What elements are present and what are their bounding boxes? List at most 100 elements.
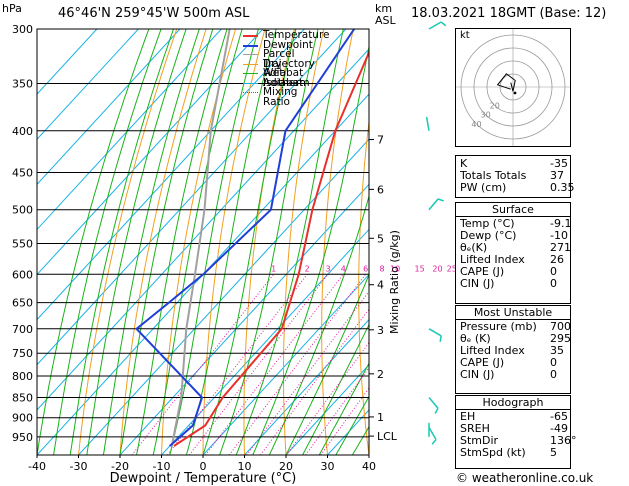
unstable-row: CIN (J) 0 xyxy=(456,369,570,381)
wind-barb xyxy=(428,198,439,211)
index-value: -35 xyxy=(550,157,568,170)
legend-label: Temperature xyxy=(263,29,330,41)
index-label: Pressure (mb) xyxy=(460,320,537,333)
temperature-tick-label: 40 xyxy=(362,460,376,473)
legend-label: Parcel Trajectory xyxy=(263,48,315,70)
index-value: 35 xyxy=(550,344,564,357)
index-label: Lifted Index xyxy=(460,344,525,357)
wind-barb-flag xyxy=(440,21,447,27)
index-label: CIN (J) xyxy=(460,277,495,290)
index-value: 37 xyxy=(550,169,564,182)
legend-swatch xyxy=(243,92,258,93)
temperature-tick-label: 30 xyxy=(321,460,335,473)
most-unstable-title: Most Unstable xyxy=(473,306,553,319)
temperature-tick-label: -40 xyxy=(28,460,46,473)
index-label: StmSpd (kt) xyxy=(460,446,526,459)
legend-swatch xyxy=(243,82,258,84)
unstable-row: Pressure (mb) 700 xyxy=(456,320,571,333)
index-label: K xyxy=(460,157,468,170)
pressure-tick-label: 450 xyxy=(12,166,33,179)
isotherm-line xyxy=(37,93,369,455)
altitude-km-label: 6 xyxy=(377,183,384,196)
surface-row: CIN (J) 0 xyxy=(456,278,570,290)
altitude-km-label: 4 xyxy=(377,279,384,292)
mixing-ratio-line xyxy=(305,366,369,455)
pressure-tick-label: 750 xyxy=(12,347,33,360)
wind-barb xyxy=(428,427,437,440)
mixing-ratio-label: 10 xyxy=(390,264,400,273)
datetime-title: 18.03.2021 18GMT (Base: 12) xyxy=(411,6,607,21)
index-label: CIN (J) xyxy=(460,368,495,381)
altitude-km-label: 1 xyxy=(377,411,384,424)
hodo-row: EH -65 xyxy=(456,411,570,423)
pressure-tick-label: 900 xyxy=(12,412,33,425)
isotherm-line xyxy=(37,29,264,276)
isotherm-line xyxy=(244,318,369,455)
hodo-row: StmDir 136° xyxy=(456,435,577,447)
temperature-line xyxy=(173,49,369,447)
wet-adiabat-line xyxy=(302,323,369,455)
storm-motion-marker xyxy=(513,91,517,95)
pressure-tick-label: 350 xyxy=(12,78,33,91)
index-value: 0 xyxy=(550,277,557,290)
mixing-ratio-label: 25 xyxy=(447,264,457,273)
asl-unit-label: ASL xyxy=(375,14,396,27)
unstable-row: CAPE (J) 0 xyxy=(456,357,570,369)
mixing-ratio-label: 2 xyxy=(305,264,310,273)
legend-label: Isotherm xyxy=(263,76,310,89)
legend-swatch xyxy=(243,54,258,55)
index-row-pw: PW (cm) 0.35 xyxy=(456,182,575,194)
isotherm-line xyxy=(37,29,139,140)
index-value: 0 xyxy=(550,368,557,381)
index-label: θₑ (K) xyxy=(460,332,491,345)
index-value: 26 xyxy=(550,253,564,266)
mixing-ratio-label: 15 xyxy=(414,264,424,273)
mixing-ratio-line xyxy=(228,273,366,455)
index-value: -10 xyxy=(550,229,568,242)
wind-barb xyxy=(428,397,439,409)
isotherm-line xyxy=(285,364,369,455)
index-value: 295 xyxy=(550,332,571,345)
index-value: 136° xyxy=(550,434,577,447)
mixing-ratio-label: 20 xyxy=(432,264,442,273)
surface-title: Surface xyxy=(492,203,534,216)
legend-label: Dewpoint xyxy=(263,38,313,51)
dry-adiabat-line xyxy=(429,29,452,455)
isotherm-line xyxy=(78,138,369,455)
hodograph-ring-label: 20 xyxy=(490,101,500,110)
wind-barb xyxy=(425,116,430,131)
pressure-tick-label: 950 xyxy=(12,431,33,444)
unstable-row: Lifted Index 35 xyxy=(456,345,570,357)
indices-top-box: K -35 Totals Totals 37 PW (cm) 0.35 xyxy=(455,155,575,198)
index-label: CAPE (J) xyxy=(460,356,505,369)
most-unstable-box: Most Unstable Pressure (mb) 700 θₑ (K) 295… xyxy=(455,305,571,394)
mixing-ratio-label: 1 xyxy=(271,264,276,273)
index-label: EH xyxy=(460,410,476,423)
index-value: 700 xyxy=(550,320,571,333)
hodo-row: StmSpd (kt) 5 xyxy=(456,447,570,459)
legend-swatch xyxy=(243,35,258,37)
index-value: 5 xyxy=(550,446,557,459)
index-row-k: K -35 xyxy=(456,158,570,170)
pressure-tick-label: 800 xyxy=(12,370,33,383)
pressure-tick-label: 300 xyxy=(12,23,33,36)
hpa-unit-label: hPa xyxy=(2,2,22,15)
legend-label: Mixing Ratio xyxy=(263,86,298,108)
wind-barb xyxy=(428,21,442,30)
temperature-tick-label: -30 xyxy=(70,460,88,473)
index-value: 0 xyxy=(550,356,557,369)
hodograph-indices-title: Hodograph xyxy=(482,396,544,409)
index-label: SREH xyxy=(460,422,490,435)
pressure-tick-label: 500 xyxy=(12,204,33,217)
x-axis-label: Dewpoint / Temperature (°C) xyxy=(110,471,297,486)
wind-barb-flag xyxy=(439,335,442,342)
mixing-ratio-line xyxy=(286,341,369,455)
legend-label: Wet Adiabat xyxy=(263,67,304,89)
legend-swatch xyxy=(243,44,258,47)
index-value: -9.1 xyxy=(550,217,572,230)
hodograph-ring-label: 40 xyxy=(471,120,481,129)
mixing-ratio-line xyxy=(246,290,369,455)
mixing-ratio-axis-label: Mixing Ratio (g/kg) xyxy=(388,230,401,334)
index-row-totals: Totals Totals 37 xyxy=(456,170,570,182)
index-label: θₑ(K) xyxy=(460,241,488,254)
